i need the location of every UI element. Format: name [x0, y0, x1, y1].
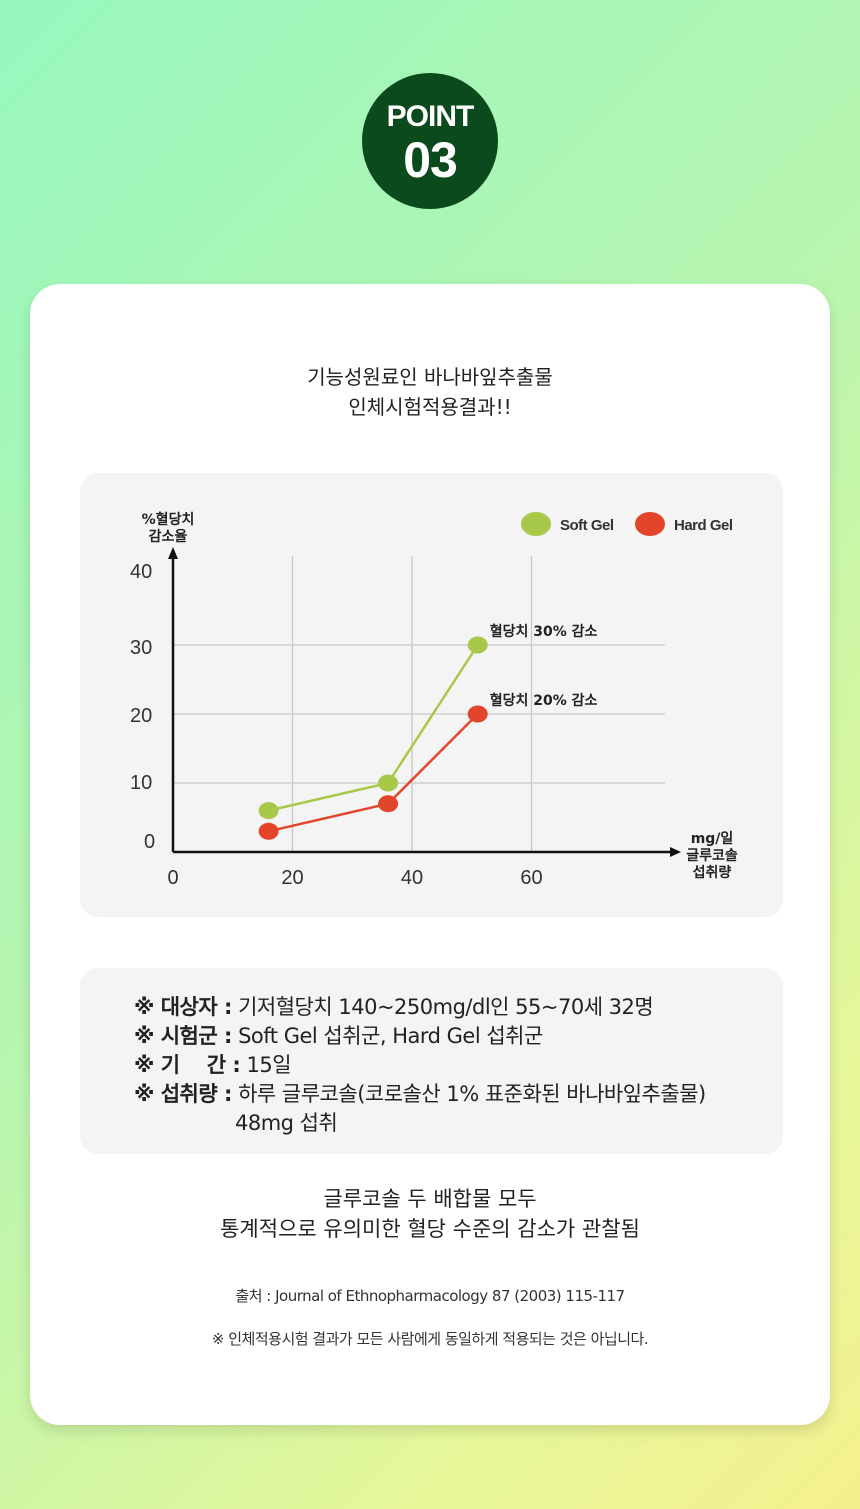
annotation-label: 혈당치 20% 감소	[490, 692, 598, 709]
point-badge: POINT 03	[362, 73, 498, 209]
info-value: 15일	[246, 1053, 292, 1077]
x-axis-title: mg/일	[691, 831, 734, 847]
data-point	[378, 795, 399, 813]
legend-label: Hard Gel	[674, 517, 733, 534]
point-badge-number: 03	[403, 132, 458, 188]
x-axis-title: 글루코솔	[686, 848, 738, 864]
y-tick-label: 20	[130, 705, 152, 727]
study-info-panel: ※ 대상자 : 기저혈당치 140~250mg/dl인 55~70세 32명 ※…	[80, 968, 783, 1154]
y-tick-label: 40	[130, 561, 152, 583]
disclaimer-text: ※ 인체적용시험 결과가 모든 사람에게 동일하게 적용되는 것은 아닙니다.	[211, 1330, 649, 1348]
y-axis-title: 감소율	[149, 528, 188, 545]
intro-line-1: 기능성원료인 바나바잎추출물	[307, 365, 553, 389]
x-axis-title: 섭취량	[693, 865, 732, 881]
info-value: 기저혈당치 140~250mg/dl인 55~70세 32명	[238, 995, 654, 1019]
y-tick-label: 30	[130, 637, 152, 659]
info-label: ※ 시험군 :	[134, 1024, 232, 1048]
info-label: ※ 대상자 :	[134, 995, 232, 1019]
y-tick-label: 10	[130, 772, 152, 794]
y-tick-label: 0	[144, 831, 155, 853]
legend-label: Soft Gel	[560, 517, 614, 534]
info-value: 하루 글루코솔(코로솔산 1% 표준화된 바나바잎추출물)	[238, 1082, 706, 1106]
info-row-period: ※ 기 간 : 15일	[134, 1049, 292, 1079]
info-label: ※ 기 간 :	[134, 1053, 241, 1077]
info-row-subjects: ※ 대상자 : 기저혈당치 140~250mg/dl인 55~70세 32명	[134, 991, 654, 1021]
chart-panel: 0 10 20 30 40 0 20 40 60 %혈당치 감소율 mg/일 글루코솔 섭취량 Soft G…	[80, 473, 783, 917]
info-row-intake: ※ 섭취량 : 하루 글루코솔(코로솔산 1% 표준화된 바나바잎추출물)	[134, 1078, 706, 1108]
legend-marker	[635, 512, 665, 536]
intro-line-2: 인체시험적용결과!!	[348, 395, 512, 419]
info-row-groups: ※ 시험군 : Soft Gel 섭취군, Hard Gel 섭취군	[134, 1020, 543, 1050]
data-point	[378, 774, 399, 792]
data-point	[258, 822, 279, 840]
series-line	[268, 644, 479, 812]
y-axis-arrow	[168, 547, 178, 559]
conclusion-line-1: 글루코솔 두 배합물 모두	[323, 1187, 537, 1211]
info-label: ※ 섭취량 :	[134, 1082, 232, 1106]
data-point	[467, 636, 488, 654]
y-axis-title: %혈당치	[142, 511, 195, 528]
info-value: Soft Gel 섭취군, Hard Gel 섭취군	[238, 1024, 543, 1048]
source-citation: 출처 : Journal of Ethnopharmacology 87 (20…	[235, 1287, 625, 1305]
x-tick-label: 60	[520, 867, 542, 889]
legend-marker	[521, 512, 551, 536]
data-point	[258, 802, 279, 820]
x-tick-label: 20	[281, 867, 303, 889]
series-line	[268, 713, 479, 833]
conclusion-text: 글루코솔 두 배합물 모두 통계적으로 유의미한 혈당 수준의 감소가 관찰됨	[0, 1184, 860, 1244]
intro-text: 기능성원료인 바나바잎추출물 인체시험적용결과!!	[0, 362, 860, 422]
x-tick-label: 0	[167, 867, 178, 889]
x-tick-label: 40	[401, 867, 423, 889]
data-point	[467, 705, 488, 723]
x-axis-arrow	[670, 847, 681, 857]
annotation-label: 혈당치 30% 감소	[490, 623, 598, 640]
info-row-intake-continuation: 48mg 섭취	[235, 1111, 338, 1135]
point-badge-label: POINT	[386, 100, 475, 133]
conclusion-line-2: 통계적으로 유의미한 혈당 수준의 감소가 관찰됨	[220, 1217, 640, 1241]
